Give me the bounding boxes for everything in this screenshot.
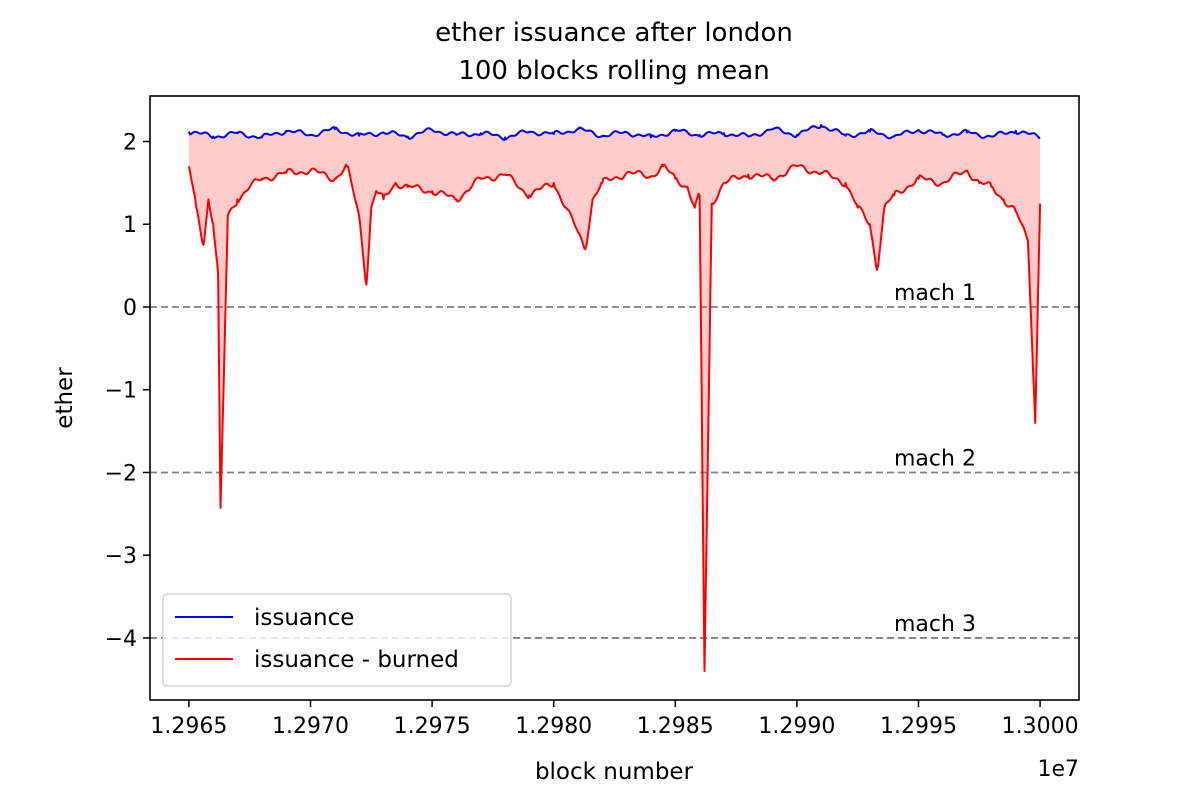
fill-between-layer [188,125,1041,671]
y-tick-label: −4 [105,627,137,652]
y-axis: 2 1 0 −1 −2 −3 −4 [105,131,150,652]
x-axis-offset-label: 1e7 [1037,757,1079,782]
y-tick-label: 1 [123,213,137,238]
legend-box [162,593,512,687]
legend-label-issuance-burned: issuance - burned [254,647,459,673]
series-line-issuance-burned [187,163,1042,672]
chart-title-line-1: ether issuance after london [435,18,793,48]
chart-title: ether issuance after london 100 blocks r… [435,18,793,86]
series-layer [187,124,1042,672]
series-line-issuance [187,124,1041,141]
x-tick-label: 1.2975 [394,714,471,739]
x-tick-label: 1.2990 [758,714,835,739]
reference-lines: mach 1 mach 2 mach 3 [150,281,1079,639]
x-tick-label: 1.2985 [637,714,714,739]
y-tick-label: −1 [105,379,137,404]
y-axis-title: ether [52,367,78,429]
x-tick-label: 1.2980 [515,714,592,739]
y-tick-label: 0 [123,296,137,321]
legend-label-issuance: issuance [254,605,354,631]
reference-line-label: mach 1 [894,281,976,306]
x-tick-label: 1.2965 [150,714,227,739]
chart-title-line-2: 100 blocks rolling mean [458,56,769,86]
reference-line-label: mach 2 [894,446,976,471]
plot-area-frame [149,95,1080,701]
fill-between-area [188,125,1041,671]
y-tick-label: 2 [123,131,137,156]
x-axis: 1.2965 1.2970 1.2975 1.2980 1.2985 1.2990 1.29… [150,700,1079,739]
x-tick-label: 1.2970 [272,714,349,739]
y-tick-label: −2 [105,461,137,486]
x-axis-title: block number [535,759,694,785]
x-tick-label: 1.3000 [1002,714,1079,739]
reference-line-label: mach 3 [894,612,976,637]
x-tick-label: 1.2995 [880,714,957,739]
legend: issuance issuance - burned [162,593,512,687]
y-tick-label: −3 [105,544,137,569]
